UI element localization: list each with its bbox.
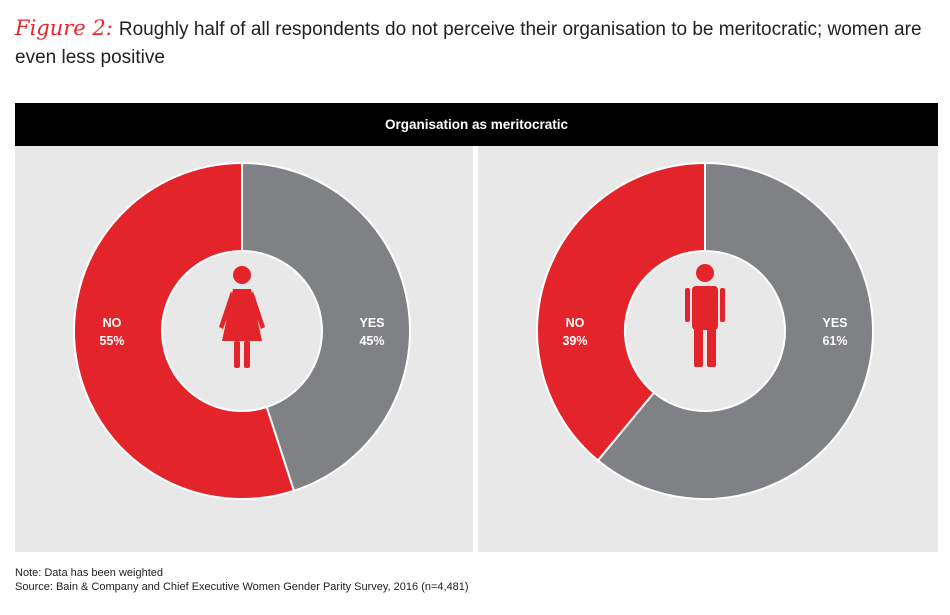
man-icon [685,264,725,367]
slice-no [536,161,706,462]
slice-label-no: NO [103,316,122,330]
woman-icon [219,266,265,368]
figure-title: Figure 2: Roughly half of all respondents… [15,14,940,72]
slice-no [73,161,296,500]
chart-header-title: Organisation as meritocratic [384,117,569,132]
slice-value-yes: 61% [822,334,847,348]
slice-value-no: 39% [562,334,587,348]
men-donut-chart: YES 61% NO 39% [536,161,874,500]
slice-value-yes: 45% [359,334,384,348]
slice-value-no: 55% [99,334,124,348]
slice-label-no: NO [566,316,585,330]
men-chart-panel: YES 61% NO 39% [478,146,938,552]
women-donut-chart: YES 45% NO 55% [73,161,411,500]
slice-label-yes: YES [822,316,847,330]
slice-yes [596,161,874,500]
slice-yes [241,161,411,493]
note-text: Note: Data has been weighted [15,567,163,579]
women-chart-panel: YES 45% NO 55% [15,146,473,552]
figure-title-text: Roughly half of all respondents do not p… [15,19,922,68]
source-text: Source: Bain & Company and Chief Executi… [15,581,469,593]
slice-label-yes: YES [359,316,384,330]
footnotes: Note: Data has been weighted Source: Bai… [15,566,469,594]
chart-header: Organisation as meritocratic [15,103,938,146]
figure-label: Figure 2: [15,16,113,40]
